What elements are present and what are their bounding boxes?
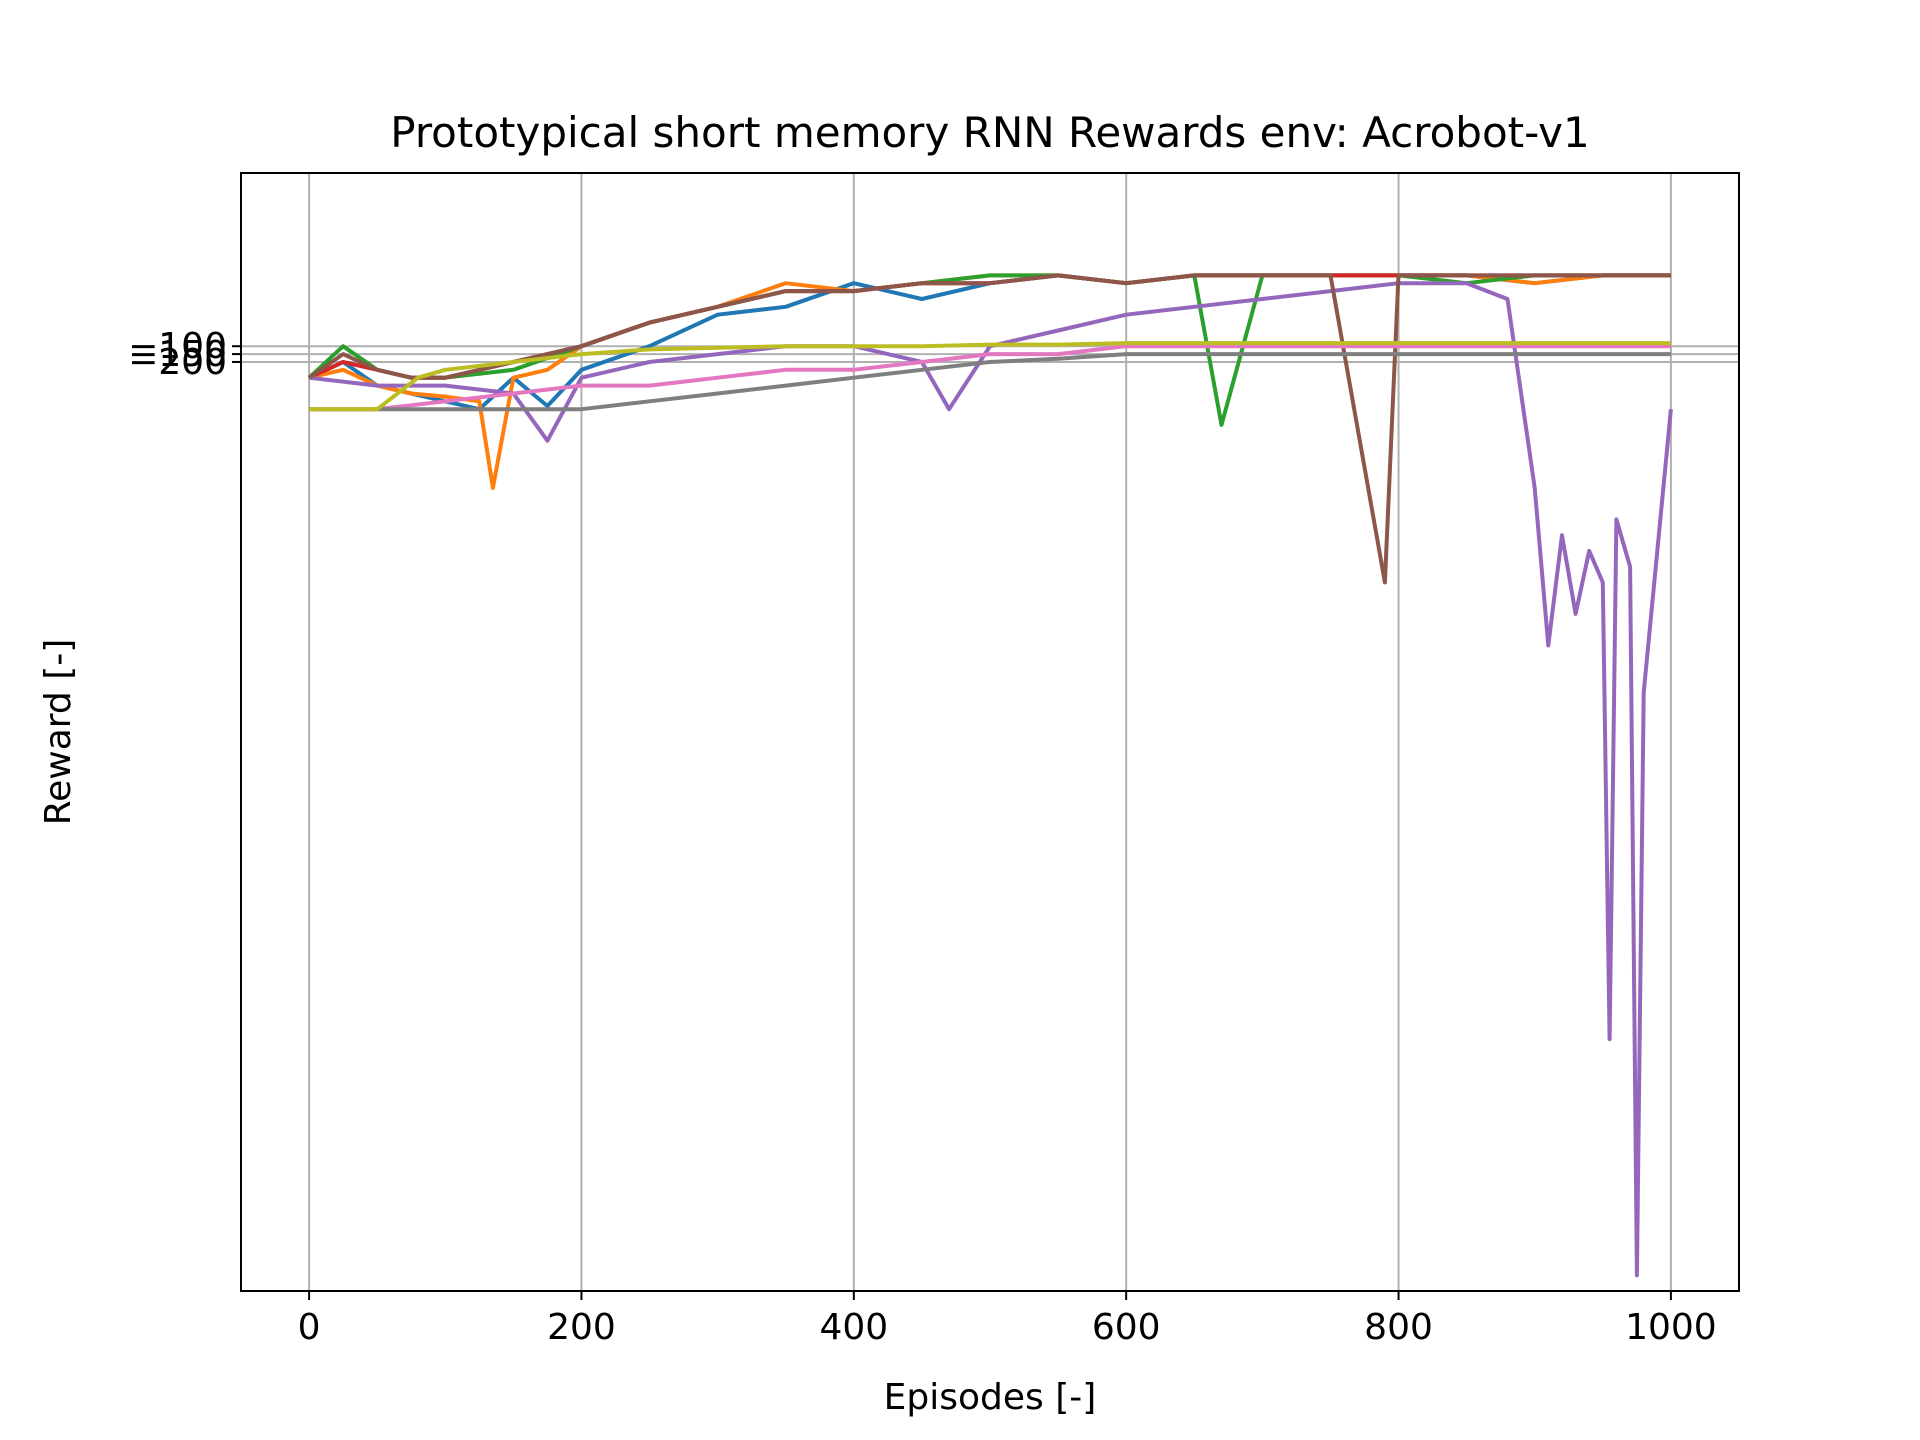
y-tick-label: −200 (128, 342, 227, 383)
x-axis-label: Episodes [-] (884, 1377, 1097, 1418)
series-line-6 (307, 273, 1671, 585)
series-line-9 (309, 341, 1671, 412)
series-line-8 (309, 352, 1671, 412)
axis-ticks: 0 200 400 600 800 1000 −100−150−200 (128, 326, 1717, 1348)
x-tick-label: 600 (1092, 1307, 1161, 1348)
x-tick-label: 1000 (1625, 1307, 1717, 1348)
series-line-7 (309, 344, 1671, 412)
series-lines (307, 273, 1673, 1278)
y-axis-label: Reward [-] (38, 639, 79, 826)
y-tick-label: −100 (128, 326, 227, 367)
y-tick-label: −150 (128, 334, 227, 375)
x-tick-label: 400 (819, 1307, 888, 1348)
plot-frame (240, 172, 1740, 1292)
series-line-5 (308, 281, 1673, 1278)
chart-title: Prototypical short memory RNN Rewards en… (390, 108, 1590, 157)
x-tick-label: 200 (547, 1307, 616, 1348)
x-tick-label: 0 (298, 1307, 321, 1348)
x-tick-label: 800 (1364, 1307, 1433, 1348)
